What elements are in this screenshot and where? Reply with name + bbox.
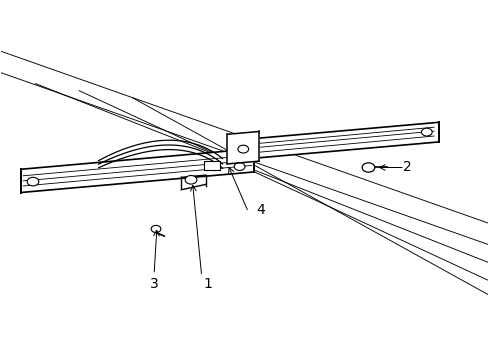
Text: 4: 4	[256, 203, 265, 217]
Circle shape	[234, 163, 244, 171]
Circle shape	[151, 225, 161, 233]
Circle shape	[421, 128, 431, 136]
Circle shape	[362, 163, 374, 172]
Polygon shape	[21, 149, 254, 193]
Polygon shape	[229, 122, 438, 160]
Circle shape	[27, 177, 39, 186]
Text: 3: 3	[149, 276, 158, 291]
Text: 1: 1	[203, 276, 212, 291]
FancyBboxPatch shape	[203, 161, 219, 170]
Text: 2: 2	[402, 161, 410, 175]
Circle shape	[185, 175, 197, 184]
Circle shape	[238, 145, 248, 153]
Polygon shape	[227, 131, 259, 164]
